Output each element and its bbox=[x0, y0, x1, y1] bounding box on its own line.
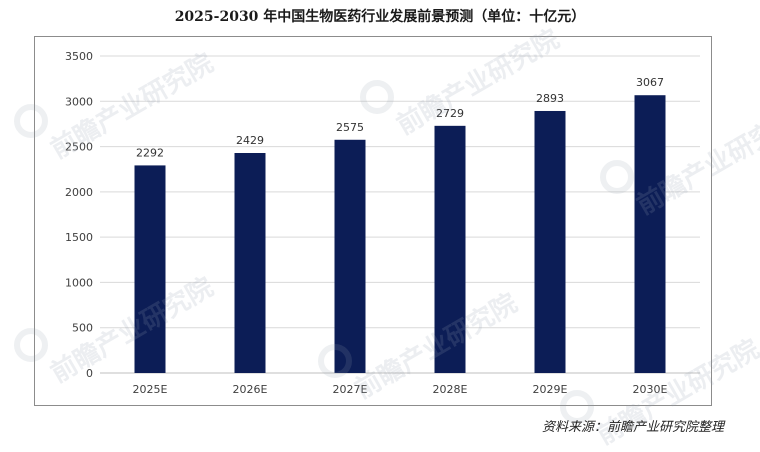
bar-2030E bbox=[634, 95, 666, 373]
chart-frame bbox=[34, 36, 712, 406]
y-tick-label: 2000 bbox=[65, 186, 93, 199]
chart-title: 2025-2030 年中国生物医药行业发展前景预测（单位：十亿元） bbox=[174, 9, 586, 25]
gridlines bbox=[100, 55, 700, 374]
x-tick-label: 2026E bbox=[233, 383, 268, 396]
source-note: 资料来源：前瞻产业研究院整理 bbox=[541, 420, 724, 435]
x-axis-ticks: 2025E 2026E 2027E 2028E 2029E 2030E bbox=[133, 383, 668, 396]
bars bbox=[134, 95, 666, 374]
x-tick-label: 2030E bbox=[633, 383, 668, 396]
data-label: 2429 bbox=[236, 134, 264, 147]
y-tick-label: 500 bbox=[72, 322, 93, 335]
data-label: 2729 bbox=[436, 107, 464, 120]
bar-2027E bbox=[334, 139, 366, 373]
bar-2026E bbox=[234, 153, 266, 373]
data-label: 3067 bbox=[636, 76, 664, 89]
y-tick-label: 1000 bbox=[65, 276, 93, 289]
x-tick-label: 2027E bbox=[333, 383, 368, 396]
data-label: 2292 bbox=[136, 146, 164, 159]
y-tick-label: 0 bbox=[86, 367, 93, 380]
x-tick-label: 2029E bbox=[533, 383, 568, 396]
data-labels: 2292 2429 2575 2729 2893 3067 bbox=[136, 76, 664, 159]
y-axis-ticks: 0 500 1000 1500 2000 2500 3000 3500 bbox=[65, 50, 93, 380]
bar-chart: 0 500 1000 1500 2000 2500 3000 3500 2292 2429 257… bbox=[65, 50, 700, 396]
bar-2025E bbox=[134, 165, 166, 373]
y-tick-label: 3500 bbox=[65, 50, 93, 63]
data-label: 2575 bbox=[336, 121, 364, 134]
y-tick-label: 2500 bbox=[65, 141, 93, 154]
y-tick-label: 1500 bbox=[65, 231, 93, 244]
bar-2029E bbox=[534, 110, 566, 373]
bar-2028E bbox=[434, 125, 466, 374]
x-tick-label: 2025E bbox=[133, 383, 168, 396]
x-tick-label: 2028E bbox=[433, 383, 468, 396]
data-label: 2893 bbox=[536, 92, 564, 105]
y-tick-label: 3000 bbox=[65, 95, 93, 108]
